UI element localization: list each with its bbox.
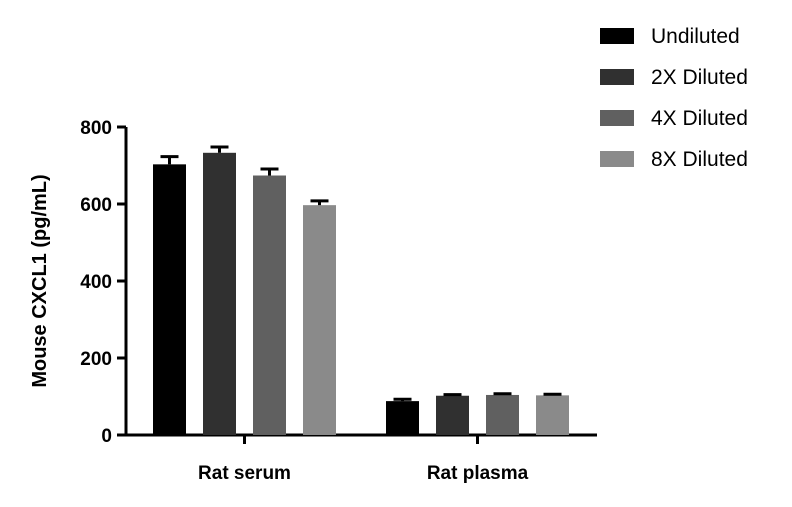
chart-error-bars [160, 145, 562, 402]
legend-swatch [600, 69, 634, 85]
bar [436, 395, 469, 435]
legend-label: 2X Diluted [651, 66, 748, 89]
legend-swatch [600, 28, 634, 44]
legend-swatch [600, 151, 634, 167]
bar [536, 395, 569, 435]
chart-bars [153, 152, 569, 436]
y-tick-label: 200 [80, 349, 112, 370]
y-tick-label: 600 [80, 195, 112, 216]
bar [386, 401, 419, 435]
legend-label: Undiluted [651, 25, 740, 48]
chart-legend: Undiluted 2X Diluted 4X Diluted 8X Diluted [600, 25, 748, 171]
y-tick-label: 800 [80, 118, 112, 139]
x-tick-label: Rat plasma [427, 463, 529, 484]
bar [253, 175, 286, 435]
y-tick-label: 400 [80, 272, 112, 293]
legend-label: 4X Diluted [651, 107, 748, 130]
bar [486, 394, 519, 435]
y-axis-title: Mouse CXCL1 (pg/mL) [29, 174, 51, 387]
bar [303, 205, 336, 435]
y-tick-label: 0 [101, 426, 112, 447]
bar [153, 164, 186, 435]
legend-label: 8X Diluted [651, 148, 748, 171]
legend-swatch [600, 110, 634, 126]
x-tick-label: Rat serum [198, 463, 291, 484]
bar [203, 152, 236, 436]
